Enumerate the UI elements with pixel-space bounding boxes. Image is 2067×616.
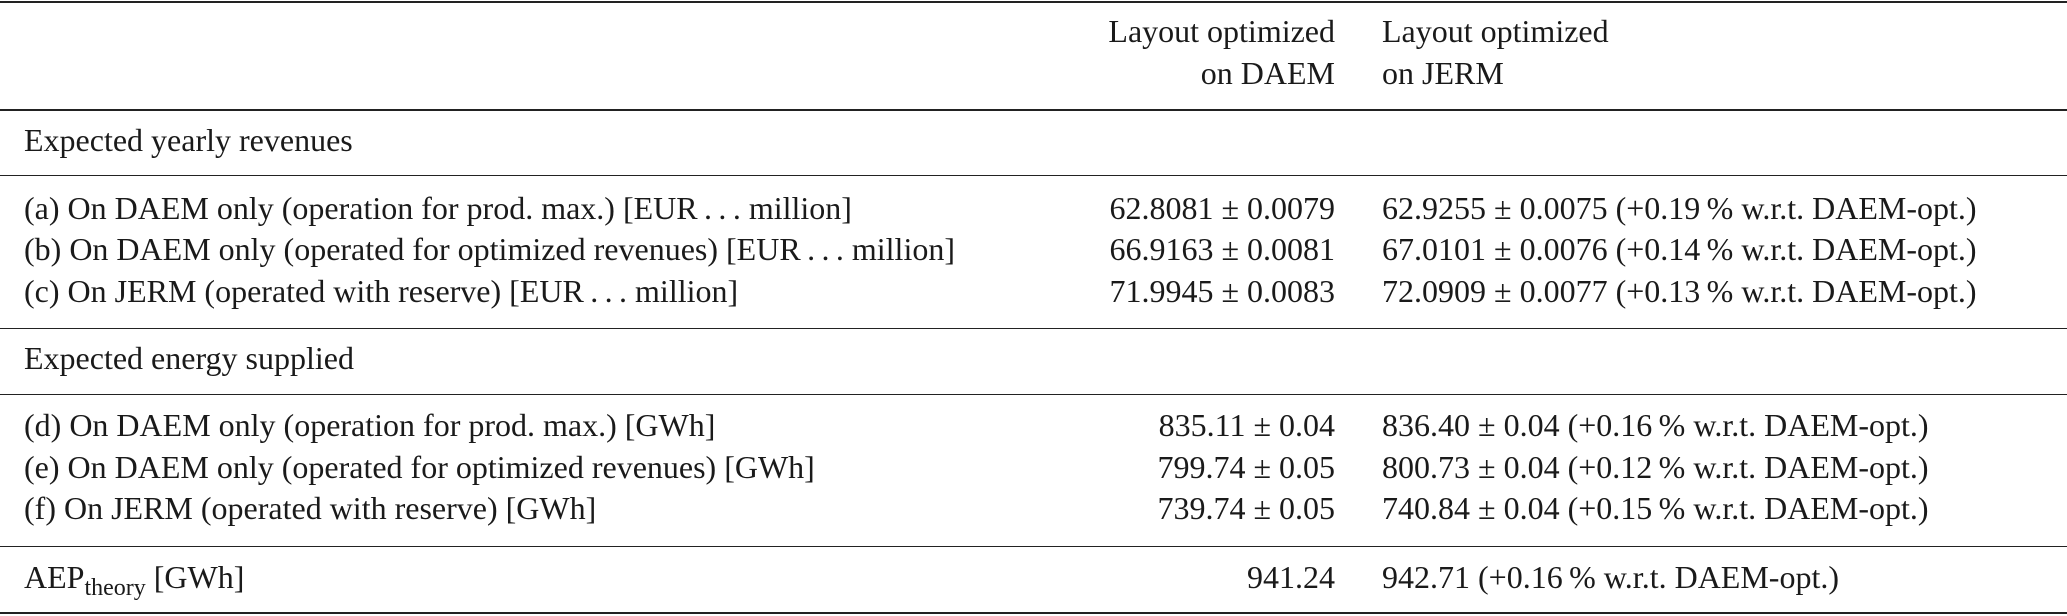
row-c-daem: 71.9945 ± 0.0083 [1109,273,1335,309]
aep-label-main: AEP [24,559,85,595]
section-title-revenues: Expected yearly revenues [24,122,353,158]
column-header-daem-line-1: Layout optimized [1108,13,1335,49]
section-title-energy: Expected energy supplied [24,340,354,376]
row-c-jerm: 72.0909 ± 0.0077 (+0.13 % w.r.t. DAEM-op… [1382,273,1977,309]
row-e-jerm: 800.73 ± 0.04 (+0.12 % w.r.t. DAEM-opt.) [1382,449,1929,485]
row-f-jerm: 740.84 ± 0.04 (+0.15 % w.r.t. DAEM-opt.) [1382,490,1929,526]
aep-label: AEPtheory [GWh] [24,557,245,601]
row-e-label: (e) On DAEM only (operated for optimized… [24,449,815,485]
row-d-label: (d) On DAEM only (operation for prod. ma… [24,407,716,443]
aep-daem: 941.24 [1247,559,1335,595]
section-rule-revenues [0,175,2067,176]
row-a-label: (a) On DAEM only (operation for prod. ma… [24,190,852,226]
aep-label-subscript: theory [84,575,146,601]
row-e-daem: 799.74 ± 0.05 [1157,449,1335,485]
aep-jerm: 942.71 (+0.16 % w.r.t. DAEM-opt.) [1382,559,1839,595]
aep-rule [0,546,2067,547]
table-bottom-rule [0,612,2067,614]
row-f-label: (f) On JERM (operated with reserve) [GWh… [24,490,597,526]
column-header-daem-line-2: on DAEM [1200,55,1335,91]
column-header-jerm: Layout optimized on JERM [1382,10,1609,94]
header-rule [0,109,2067,111]
column-header-daem: Layout optimized on DAEM [1108,10,1335,94]
aep-label-unit: [GWh] [145,559,245,595]
row-b-label: (b) On DAEM only (operated for optimized… [24,231,955,267]
table-top-rule [0,1,2067,3]
row-a-jerm: 62.9255 ± 0.0075 (+0.19 % w.r.t. DAEM-op… [1382,190,1977,226]
row-b-daem: 66.9163 ± 0.0081 [1109,231,1335,267]
column-header-jerm-line-2: on JERM [1382,55,1504,91]
column-header-jerm-line-1: Layout optimized [1382,13,1609,49]
row-c-label: (c) On JERM (operated with reserve) [EUR… [24,273,739,309]
row-d-jerm: 836.40 ± 0.04 (+0.16 % w.r.t. DAEM-opt.) [1382,407,1929,443]
section-rule-energy [0,394,2067,395]
row-f-daem: 739.74 ± 0.05 [1157,490,1335,526]
row-a-daem: 62.8081 ± 0.0079 [1109,190,1335,226]
section-divider-rule [0,328,2067,329]
row-b-jerm: 67.0101 ± 0.0076 (+0.14 % w.r.t. DAEM-op… [1382,231,1977,267]
row-d-daem: 835.11 ± 0.04 [1158,407,1335,443]
